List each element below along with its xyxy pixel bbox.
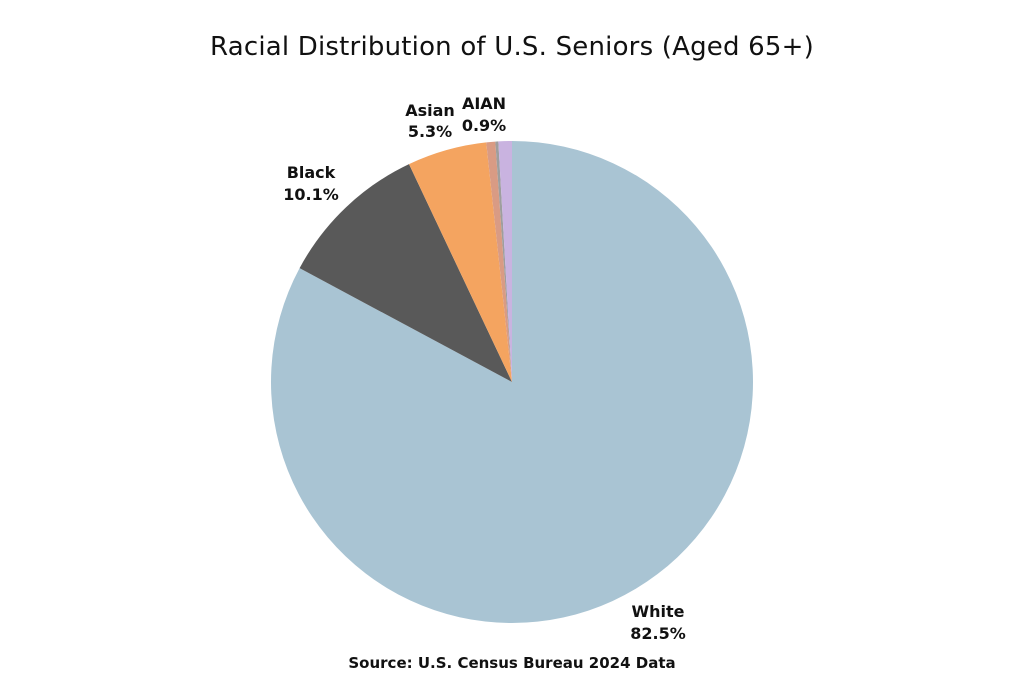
label-white-name: White [631, 602, 684, 621]
label-black-value: 10.1% [283, 185, 339, 204]
pie-slice-white [270, 141, 753, 624]
label-white-value: 82.5% [630, 624, 686, 643]
label-aian-value: 0.9% [462, 116, 506, 135]
pie-slice-other1 [486, 141, 512, 382]
source-note: Source: U.S. Census Bureau 2024 Data [348, 654, 676, 672]
label-asian-name: Asian [405, 101, 455, 120]
pie-slice-aian [498, 141, 512, 382]
chart-title: Racial Distribution of U.S. Seniors (Age… [210, 32, 814, 62]
pie-slice-black [299, 164, 512, 382]
pie-slices [270, 141, 753, 624]
label-black-name: Black [287, 163, 336, 182]
pie-slice-other2 [495, 141, 512, 382]
label-asian-value: 5.3% [408, 122, 452, 141]
label-aian-name: AIAN [462, 94, 506, 113]
pie-slice-asian [409, 142, 512, 382]
